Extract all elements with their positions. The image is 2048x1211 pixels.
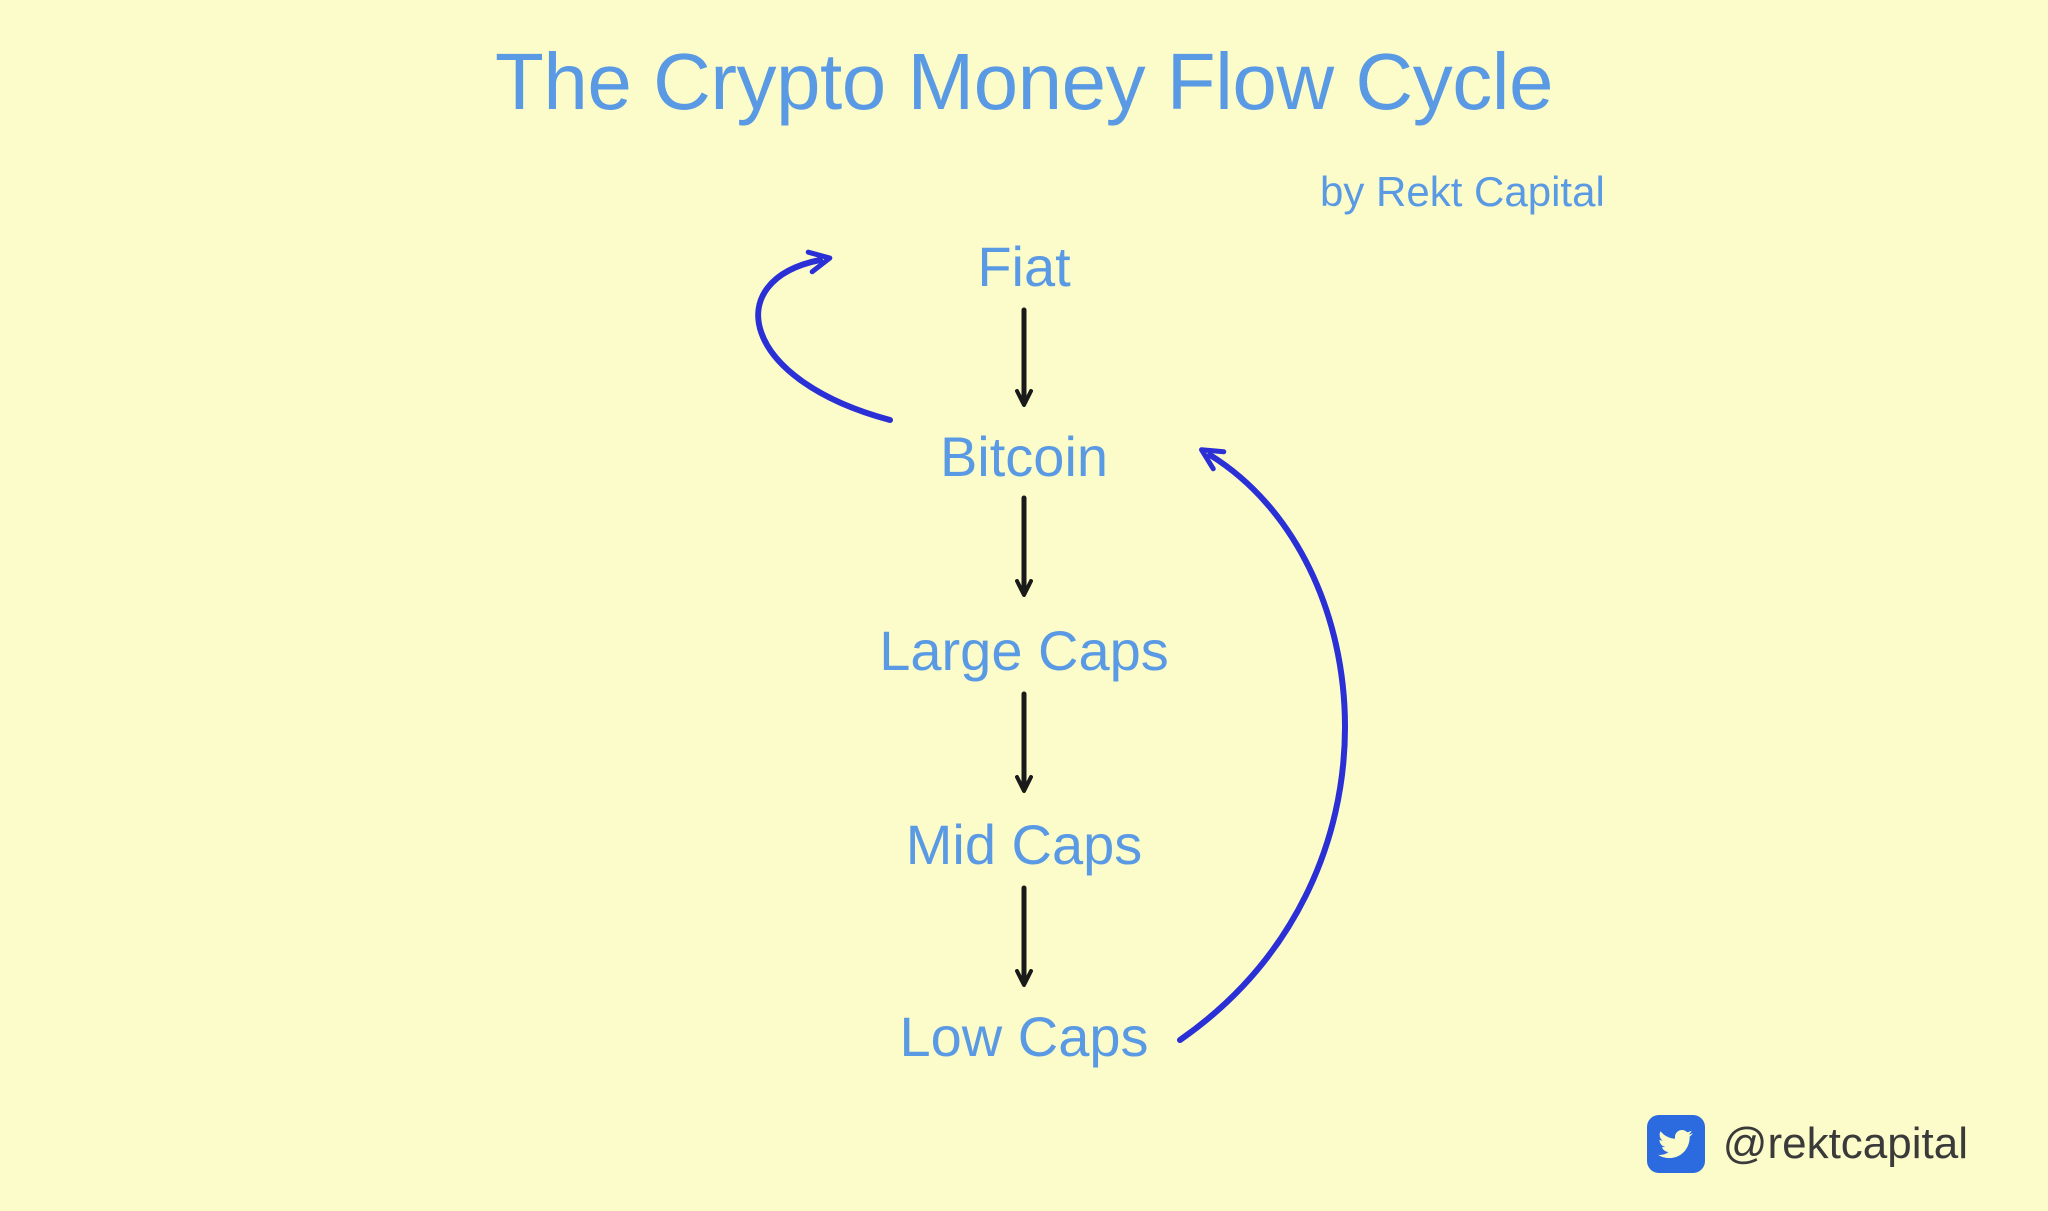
node-bitcoin: Bitcoin xyxy=(940,424,1108,489)
diagram-title: The Crypto Money Flow Cycle xyxy=(0,36,2048,128)
arrow-low-to-bitcoin xyxy=(1180,455,1345,1040)
twitter-attribution: @rektcapital xyxy=(1647,1115,1968,1173)
node-low: Low Caps xyxy=(899,1004,1148,1069)
twitter-icon xyxy=(1647,1115,1705,1173)
diagram-canvas: The Crypto Money Flow Cycle by Rekt Capi… xyxy=(0,0,2048,1211)
byline: by Rekt Capital xyxy=(1320,168,1605,216)
node-mid: Mid Caps xyxy=(906,812,1143,877)
twitter-handle: @rektcapital xyxy=(1723,1119,1968,1169)
arrow-bitcoin-to-fiat xyxy=(758,260,890,420)
node-large: Large Caps xyxy=(879,618,1169,683)
node-fiat: Fiat xyxy=(977,234,1070,299)
